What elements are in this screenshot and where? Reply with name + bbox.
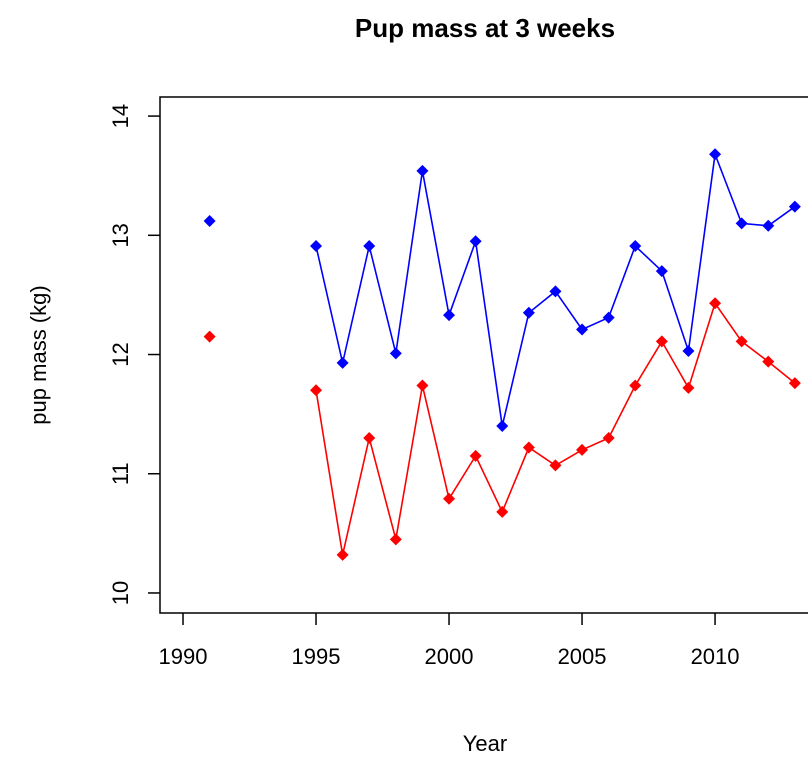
point — [203, 330, 216, 343]
point — [602, 311, 615, 324]
point — [549, 285, 562, 298]
x-tick-label: 1995 — [292, 644, 341, 669]
point — [469, 449, 482, 462]
y-tick-label: 12 — [108, 342, 133, 366]
point — [735, 217, 748, 230]
point — [735, 335, 748, 348]
point — [363, 240, 376, 253]
point — [469, 235, 482, 248]
point — [709, 148, 722, 161]
y-axis-label: pup mass (kg) — [26, 285, 51, 424]
point — [576, 443, 589, 456]
point — [682, 344, 695, 357]
point — [549, 459, 562, 472]
point — [336, 356, 349, 369]
point — [522, 306, 535, 319]
x-tick-label: 2005 — [558, 644, 607, 669]
point — [496, 420, 509, 433]
point — [709, 297, 722, 310]
point — [389, 533, 402, 546]
y-tick-label: 14 — [108, 104, 133, 128]
point — [629, 379, 642, 392]
point — [762, 219, 775, 232]
point — [336, 548, 349, 561]
x-tick-label: 2000 — [425, 644, 474, 669]
point — [629, 240, 642, 253]
plot-box — [159, 96, 808, 614]
point — [416, 164, 429, 177]
point — [682, 381, 695, 394]
point — [416, 379, 429, 392]
point — [788, 200, 801, 213]
point — [522, 441, 535, 454]
series-line — [315, 301, 796, 555]
point — [655, 265, 668, 278]
point — [655, 335, 668, 348]
point — [363, 431, 376, 444]
point — [310, 384, 323, 397]
y-tick-label: 13 — [108, 223, 133, 247]
point — [310, 240, 323, 253]
point — [576, 323, 589, 336]
x-tick-label: 2010 — [691, 644, 740, 669]
x-tick-label: 1990 — [159, 644, 208, 669]
point — [762, 355, 775, 368]
point — [389, 347, 402, 360]
point — [443, 492, 456, 505]
point — [496, 505, 509, 518]
y-tick-label: 10 — [108, 581, 133, 605]
x-axis-label: Year — [463, 731, 507, 756]
point — [443, 309, 456, 322]
point — [203, 214, 216, 227]
point — [788, 377, 801, 390]
point — [602, 431, 615, 444]
chart-title: Pup mass at 3 weeks — [355, 13, 615, 43]
y-tick-label: 11 — [108, 462, 133, 485]
